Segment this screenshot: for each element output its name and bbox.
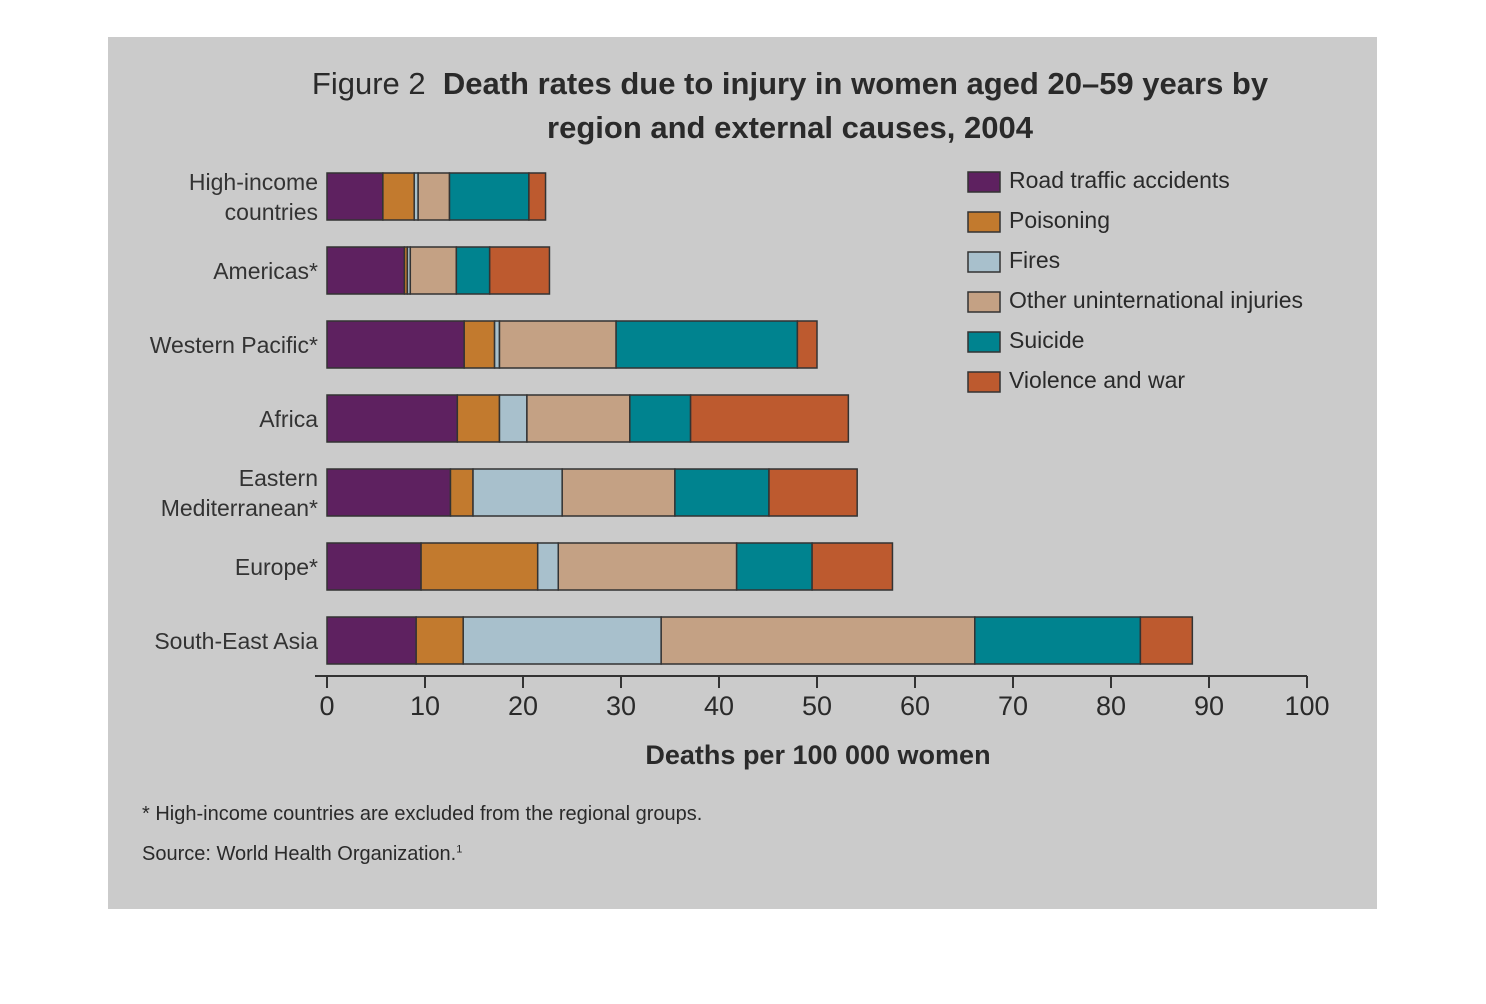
x-tick-label: 70: [998, 691, 1028, 721]
legend-label: Fires: [1009, 247, 1060, 273]
bar-segment: [326, 394, 459, 443]
y-tick-label: Europe*: [136, 527, 318, 607]
y-tick-label: Western Pacific*: [136, 305, 318, 385]
y-tick-label: South-East Asia: [136, 601, 318, 681]
bar-segment: [326, 246, 406, 295]
legend-label: Violence and war: [1009, 367, 1185, 393]
bar-segment: [448, 172, 530, 221]
category-text: Eastern Mediterranean*: [160, 464, 318, 521]
bar-segment: [472, 468, 563, 517]
x-tick-label: 30: [606, 691, 636, 721]
bar-segment: [735, 542, 813, 591]
bar-segment: [689, 394, 850, 443]
title-block: Figure 2 Death rates due to injury in wo…: [300, 62, 1280, 150]
category-text: Africa: [259, 405, 318, 432]
x-axis-label: Deaths per 100 000 women: [645, 740, 990, 770]
legend-label: Other uninternational injuries: [1009, 287, 1303, 313]
x-tick-label: 90: [1194, 691, 1224, 721]
bar-segment: [326, 616, 417, 665]
bar-segment: [811, 542, 894, 591]
legend-swatch: [967, 331, 1001, 353]
bar-segment: [382, 172, 415, 221]
bar-segment: [420, 542, 539, 591]
y-tick-label: Africa: [136, 379, 318, 459]
source-note: Source: World Health Organization.1: [142, 843, 462, 866]
bar-segment: [1139, 616, 1194, 665]
bar-segment: [498, 320, 617, 369]
category-text: Western Pacific*: [149, 331, 318, 358]
bar-segment: [768, 468, 858, 517]
legend-label: Road traffic accidents: [1009, 167, 1230, 193]
bar-segment: [615, 320, 799, 369]
x-tick-label: 60: [900, 691, 930, 721]
bar-segment: [326, 320, 465, 369]
legend-swatch: [967, 251, 1001, 273]
bar-segment: [557, 542, 738, 591]
bar-segment: [417, 172, 451, 221]
bar-segment: [326, 172, 384, 221]
bar-segment: [415, 616, 464, 665]
bar-segment: [326, 542, 422, 591]
category-text: Americas*: [213, 257, 318, 284]
source: Source: World Health Organization.: [142, 843, 457, 865]
legend-swatch: [967, 211, 1001, 233]
y-tick-label: Eastern Mediterranean*: [136, 453, 318, 533]
y-tick-label: High-income countries: [136, 157, 318, 237]
legend-label: Poisoning: [1009, 207, 1110, 233]
x-tick-label: 0: [319, 691, 334, 721]
x-tick-label: 100: [1284, 691, 1329, 721]
bar-segment: [449, 468, 474, 517]
bar-segment: [326, 468, 452, 517]
category-text: Europe*: [234, 553, 318, 580]
bar-segment: [536, 542, 560, 591]
category-text: High-income countries: [188, 168, 318, 225]
bar-segment: [498, 394, 528, 443]
legend-swatch: [967, 371, 1001, 393]
category-text: South-East Asia: [154, 627, 318, 654]
legend-label: Suicide: [1009, 327, 1084, 353]
chart-title: Death rates due to injury in women aged …: [442, 66, 1269, 145]
legend-swatch: [967, 291, 1001, 313]
source-ref: 1: [456, 843, 463, 856]
footnote: * High-income countries are excluded fro…: [142, 803, 703, 825]
bar-segment: [629, 394, 692, 443]
bar-segment: [660, 616, 976, 665]
bar-segment: [409, 246, 458, 295]
x-tick-label: 20: [508, 691, 538, 721]
bar-segment: [528, 172, 547, 221]
bar-segment: [796, 320, 818, 369]
legend-swatch: [967, 171, 1001, 193]
bar-segment: [463, 320, 496, 369]
figure-label: Figure 2: [311, 66, 426, 101]
bar-segment: [455, 246, 491, 295]
bar-segment: [674, 468, 770, 517]
bar-segment: [462, 616, 662, 665]
x-tick-label: 40: [704, 691, 734, 721]
x-tick-label: 50: [802, 691, 832, 721]
bar-segment: [488, 246, 551, 295]
x-tick-label: 10: [410, 691, 440, 721]
bar-segment: [974, 616, 1142, 665]
x-tick-label: 80: [1096, 691, 1126, 721]
bar-segment: [561, 468, 676, 517]
bar-segment: [456, 394, 501, 443]
bar-segment: [526, 394, 631, 443]
y-tick-label: Americas*: [136, 231, 318, 311]
